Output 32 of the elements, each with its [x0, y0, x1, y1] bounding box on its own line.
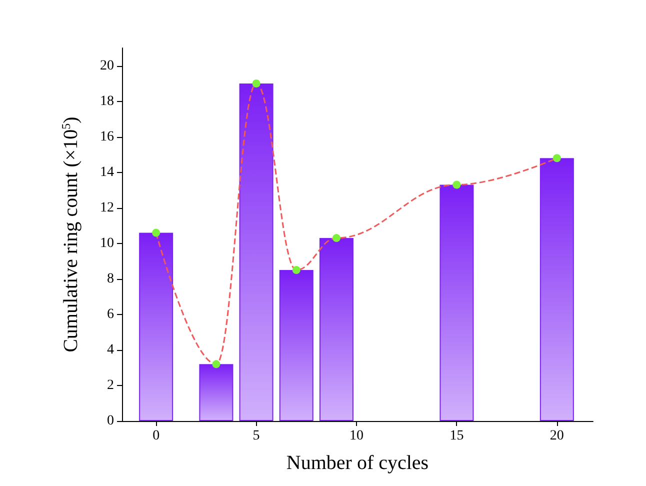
point	[252, 80, 260, 88]
x-tick-label: 5	[252, 428, 260, 444]
y-tick-label: 8	[107, 271, 114, 286]
bar	[239, 84, 274, 421]
x-axis-title: Number of cycles	[286, 452, 429, 474]
bar	[139, 232, 174, 421]
y-tick-label: 18	[100, 94, 114, 109]
point	[552, 154, 561, 162]
bar	[199, 364, 234, 421]
y-tick-label: 12	[100, 200, 114, 216]
point	[292, 266, 300, 274]
y-tick-label: 14	[100, 164, 114, 180]
y-tick-label: 0	[107, 414, 114, 428]
y-axis-title: Cumulative ring count (×105)	[59, 116, 82, 352]
y-tick-label: 6	[107, 306, 114, 322]
bar	[440, 184, 474, 421]
y-tick-label: 4	[107, 342, 114, 358]
point	[212, 360, 220, 368]
x-tick-label: 20	[550, 428, 564, 444]
y-tick-label: 2	[107, 378, 114, 393]
x-tick-label: 10	[350, 428, 364, 444]
bar	[279, 270, 314, 421]
bar	[540, 158, 574, 421]
bar	[319, 238, 354, 421]
x-tick-label: 0	[152, 428, 160, 444]
y-tick-label: 20	[100, 58, 114, 74]
point	[332, 234, 340, 242]
point	[152, 228, 160, 237]
y-tick-label: 10	[100, 236, 114, 251]
point	[452, 180, 461, 189]
x-tick-label: 15	[450, 428, 464, 444]
y-tick-label: 16	[100, 129, 114, 144]
